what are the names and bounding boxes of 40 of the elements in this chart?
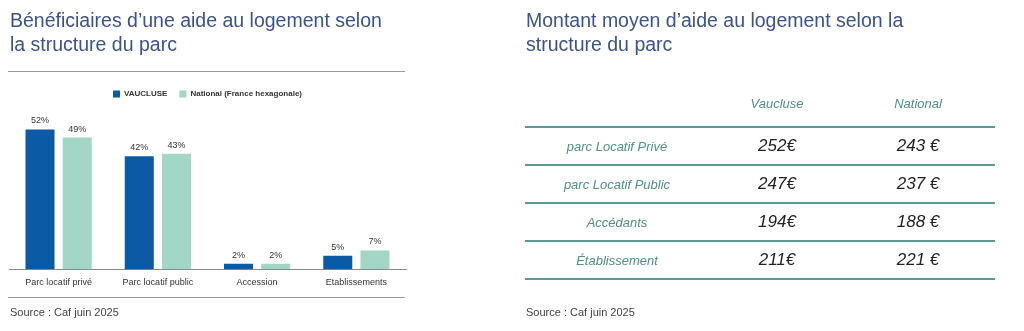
bar xyxy=(261,263,291,270)
text: Vaucluse xyxy=(750,95,804,111)
chart-title: Bénéficiaires d’une aide au logement selon la structure du parc xyxy=(10,8,383,56)
x-tick-label: Parc locatif privé xyxy=(25,277,92,288)
bar xyxy=(124,156,154,270)
text: parc Locatif Privé xyxy=(566,138,668,154)
bar xyxy=(25,129,55,270)
data-label: 52% xyxy=(31,115,50,126)
data-label: 5% xyxy=(331,241,345,252)
data-label: 7% xyxy=(368,236,382,247)
text: Établissement xyxy=(576,252,658,268)
text: National xyxy=(894,95,942,111)
text: 194€ xyxy=(758,212,796,232)
text: 247€ xyxy=(758,174,796,194)
text: Montant moyen d’aide au logement selon la structure du parc xyxy=(526,8,905,56)
text: 188 € xyxy=(896,212,940,232)
legend-label: VAUCLUSE xyxy=(124,89,169,99)
text: 237 € xyxy=(896,174,940,194)
text: 252€ xyxy=(758,136,796,156)
data-label: 43% xyxy=(167,139,186,150)
bar xyxy=(360,250,390,270)
text: Accédants xyxy=(586,214,648,230)
bar xyxy=(323,255,353,270)
source-note: Source : Caf juin 2025 xyxy=(10,306,119,318)
text: parc Locatif Public xyxy=(563,176,671,192)
data-label: 42% xyxy=(130,142,149,153)
bar xyxy=(62,137,92,270)
legend-label: National (France hexagonale) xyxy=(190,89,303,99)
source-note: Source : Caf juin 2025 xyxy=(526,306,635,318)
data-label: 49% xyxy=(68,123,87,134)
text: 211€ xyxy=(758,250,796,270)
bar xyxy=(161,153,191,270)
data-label: 2% xyxy=(269,249,283,260)
text: 243 € xyxy=(896,136,940,156)
x-tick-label: Parc locatif public xyxy=(122,277,194,288)
data-label: 2% xyxy=(232,249,246,260)
bar xyxy=(224,263,254,270)
text: 221 € xyxy=(896,250,940,270)
x-tick-label: Etablissements xyxy=(325,277,388,288)
x-tick-label: Accession xyxy=(236,277,278,288)
